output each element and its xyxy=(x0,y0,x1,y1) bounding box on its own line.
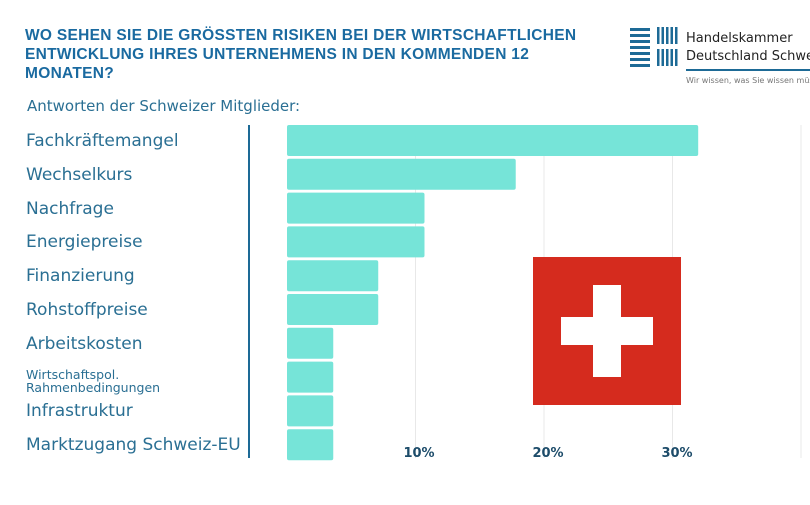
category-label: Marktzugang Schweiz-EU xyxy=(26,435,241,456)
category-label: Nachfrage xyxy=(26,198,114,219)
category-label: Finanzierung xyxy=(26,266,135,287)
chart-subtitle: Antworten der Schweizer Mitglieder: xyxy=(27,97,301,115)
bar xyxy=(287,395,334,427)
category-label: Wirtschaftspol. Rahmenbedingungen xyxy=(26,366,161,395)
bar xyxy=(287,260,379,292)
x-tick-label: 10% xyxy=(403,446,434,461)
logo-line1: Handelskammer xyxy=(686,31,793,46)
category-label: Rohstoffpreise xyxy=(26,300,148,320)
swiss-flag-icon xyxy=(533,257,681,405)
y-axis-line xyxy=(248,125,250,458)
bar xyxy=(287,361,334,393)
category-label: Wechselkurs xyxy=(26,164,133,185)
bar xyxy=(287,429,334,461)
category-label: Energiepreise xyxy=(26,232,143,253)
bar xyxy=(287,294,379,325)
handelskammer-logo: Handelskammer Deutschland Schweiz Wir wi… xyxy=(630,27,810,87)
category-label: Fachkräftemangel xyxy=(26,131,179,151)
bar xyxy=(287,327,334,359)
logo-line2: Deutschland Schweiz xyxy=(686,49,810,64)
bar xyxy=(287,192,425,224)
x-tick-label: 20% xyxy=(532,446,563,461)
category-label: Infrastruktur xyxy=(26,401,133,422)
logo-tagline: Wir wissen, was Sie wissen müssen xyxy=(686,76,810,85)
chart-title: WO SEHEN SIE DIE GRÖSSTEN RISIKEN BEI DE… xyxy=(25,27,577,82)
bar xyxy=(287,125,699,156)
bar xyxy=(287,226,425,258)
bar xyxy=(287,158,516,190)
logo-icon: Handelskammer Deutschland Schweiz Wir wi… xyxy=(630,27,810,85)
x-tick-label: 30% xyxy=(661,446,692,461)
category-label: Arbeitskosten xyxy=(26,333,143,354)
